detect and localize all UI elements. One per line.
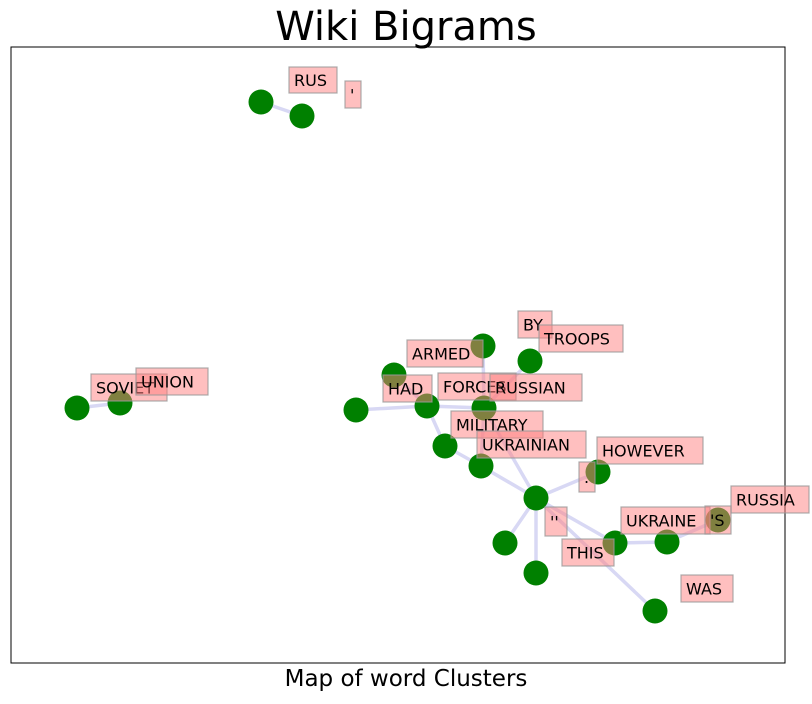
word-label-text: HOWEVER (602, 442, 685, 461)
word-label-text: RUSSIAN (495, 379, 566, 398)
node-n_ukraine (654, 529, 680, 555)
word-label-l_dot: . (578, 461, 596, 493)
word-label-text: '' (550, 513, 559, 532)
word-label-text: UKRAINE (626, 512, 696, 531)
word-label-l_armed: ARMED (406, 339, 484, 368)
word-label-l_union: UNION (135, 367, 209, 396)
word-label-box (538, 324, 624, 353)
node-n_soviet (64, 395, 90, 421)
label-layer: RUS'SOVIETUNIONARMEDHADBYTROOPSFORCESRUS… (90, 66, 810, 603)
word-label-l_troops: TROOPS (538, 324, 624, 353)
word-label-box (344, 80, 362, 109)
node-n_was (642, 598, 668, 624)
word-label-box (288, 66, 338, 94)
word-label-text: 'S (710, 511, 725, 530)
word-label-text: RUS (294, 71, 327, 90)
word-label-box (578, 461, 596, 493)
node-n_quote (492, 530, 518, 556)
node-n_had_a (343, 397, 369, 423)
plot-frame (10, 46, 786, 664)
word-label-box (476, 430, 587, 459)
word-label-l_quote: '' (544, 506, 568, 537)
node-n_rus_b (289, 103, 315, 129)
word-label-text: THIS (566, 544, 604, 563)
word-label-text: RUSSIA (736, 491, 795, 510)
word-label-l_this: THIS (561, 538, 615, 567)
chart-title: Wiki Bigrams (275, 4, 537, 50)
node-n_rus_a (248, 89, 274, 115)
edge-n_hub-n_this (534, 496, 617, 545)
word-label-text: TROOPS (543, 330, 610, 349)
word-label-text: ARMED (412, 345, 470, 364)
word-label-l_rus: RUS (288, 66, 338, 94)
node-n_bottom (523, 560, 549, 586)
word-label-l_had: HAD (382, 374, 433, 403)
word-label-text: WAS (686, 580, 722, 599)
word-label-box (544, 506, 568, 537)
word-label-text: MILITARY (456, 416, 528, 435)
word-label-l_ukraine: UKRAINE (620, 506, 711, 535)
node-n_ukrainian (468, 453, 494, 479)
word-label-l_s: 'S (704, 505, 732, 535)
word-label-box (620, 506, 711, 535)
node-n_hub (523, 485, 549, 511)
word-label-text: HAD (388, 380, 423, 399)
word-label-l_russia: RUSSIA (730, 485, 810, 514)
word-label-text: . (584, 468, 589, 487)
word-label-box (730, 485, 810, 514)
word-label-text: BY (523, 316, 543, 335)
word-label-text: ' (350, 86, 354, 105)
word-label-l_russian: RUSSIAN (489, 373, 583, 402)
node-n_troops (517, 348, 543, 374)
word-label-box (704, 505, 732, 535)
word-label-box (406, 339, 484, 368)
word-label-text: UKRAINIAN (482, 436, 570, 455)
x-axis-label: Map of word Clusters (284, 666, 528, 692)
word-label-box (596, 436, 704, 465)
word-label-box (489, 373, 583, 402)
word-label-text: UNION (141, 373, 194, 392)
word-label-box (135, 367, 209, 396)
word-label-l_apos: ' (344, 80, 362, 109)
word-label-box (382, 374, 433, 403)
word-label-l_however: HOWEVER (596, 436, 704, 465)
word-label-box (680, 574, 734, 603)
node-n_military (432, 433, 458, 459)
word-label-l_ukrainian: UKRAINIAN (476, 430, 587, 459)
word-label-box (561, 538, 615, 567)
word-label-l_was: WAS (680, 574, 734, 603)
